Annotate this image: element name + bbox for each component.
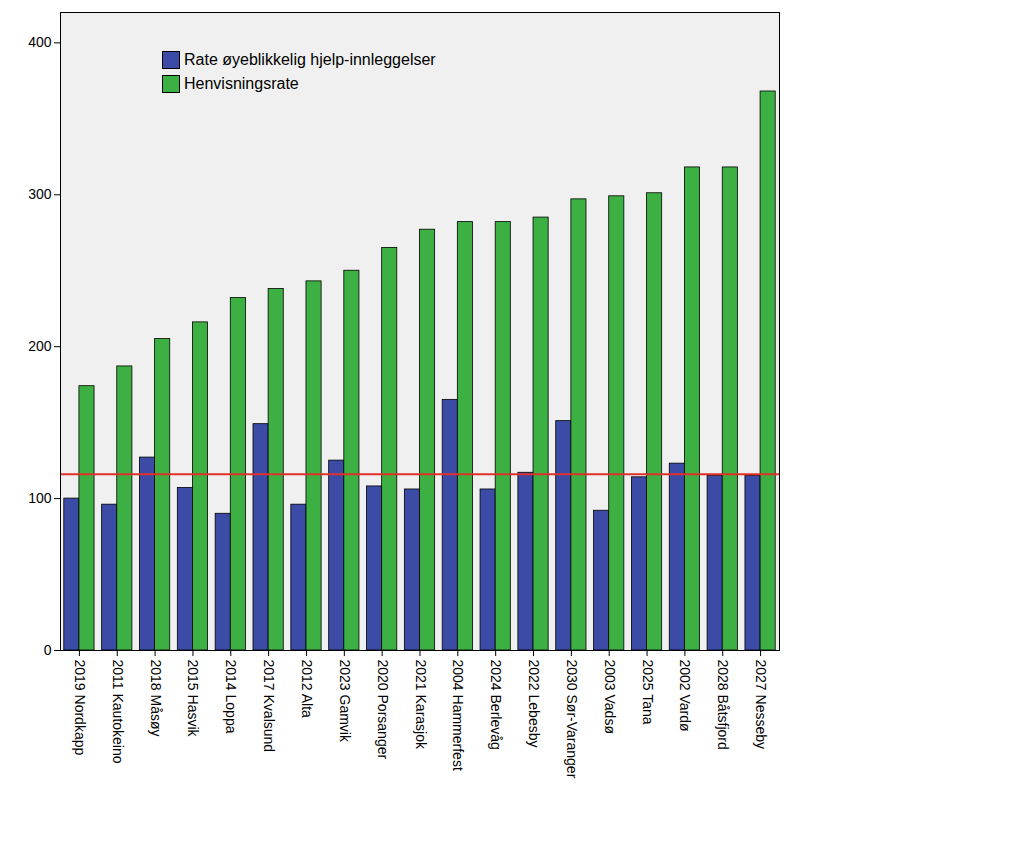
svg-text:2003 Vadsø: 2003 Vadsø [602, 660, 618, 735]
svg-text:2011 Kautokeino: 2011 Kautokeino [110, 660, 126, 764]
svg-text:2020 Porsanger: 2020 Porsanger [375, 660, 391, 760]
svg-text:2030 Sør-Varanger: 2030 Sør-Varanger [564, 660, 580, 779]
svg-text:2021 Karasjok: 2021 Karasjok [413, 660, 429, 751]
html-text:Rate øyeblikkelig hjelp-innleg: Rate øyeblikkelig hjelp-innleggelser [184, 51, 436, 68]
svg-text:400: 400 [28, 34, 52, 50]
svg-text:2019 Nordkapp: 2019 Nordkapp [72, 660, 88, 756]
svg-text:2002 Vardø: 2002 Vardø [677, 660, 693, 733]
svg-text:2025 Tana: 2025 Tana [640, 660, 656, 725]
svg-text:2015 Hasvik: 2015 Hasvik [185, 660, 201, 738]
svg-text:0: 0 [44, 642, 52, 658]
svg-text:100: 100 [28, 490, 52, 506]
svg-text:2004 Hammerfest: 2004 Hammerfest [450, 660, 466, 771]
svg-text:200: 200 [28, 338, 52, 354]
svg-text:2017 Kvalsund: 2017 Kvalsund [261, 660, 277, 753]
svg-text:2027 Nesseby: 2027 Nesseby [753, 660, 769, 750]
svg-text:2028 Båtsfjord: 2028 Båtsfjord [715, 660, 731, 750]
svg-text:2018 Måsøy: 2018 Måsøy [148, 660, 164, 737]
svg-text:2023 Gamvik: 2023 Gamvik [337, 660, 353, 743]
svg-text:2024 Berlevåg: 2024 Berlevåg [488, 660, 504, 750]
svg-text:2014 Loppa: 2014 Loppa [223, 660, 239, 734]
html-text:Henvisningsrate: Henvisningsrate [184, 75, 299, 92]
svg-text:300: 300 [28, 186, 52, 202]
svg-text:2012 Alta: 2012 Alta [299, 660, 315, 719]
svg-text:2022 Lebesby: 2022 Lebesby [526, 660, 542, 748]
